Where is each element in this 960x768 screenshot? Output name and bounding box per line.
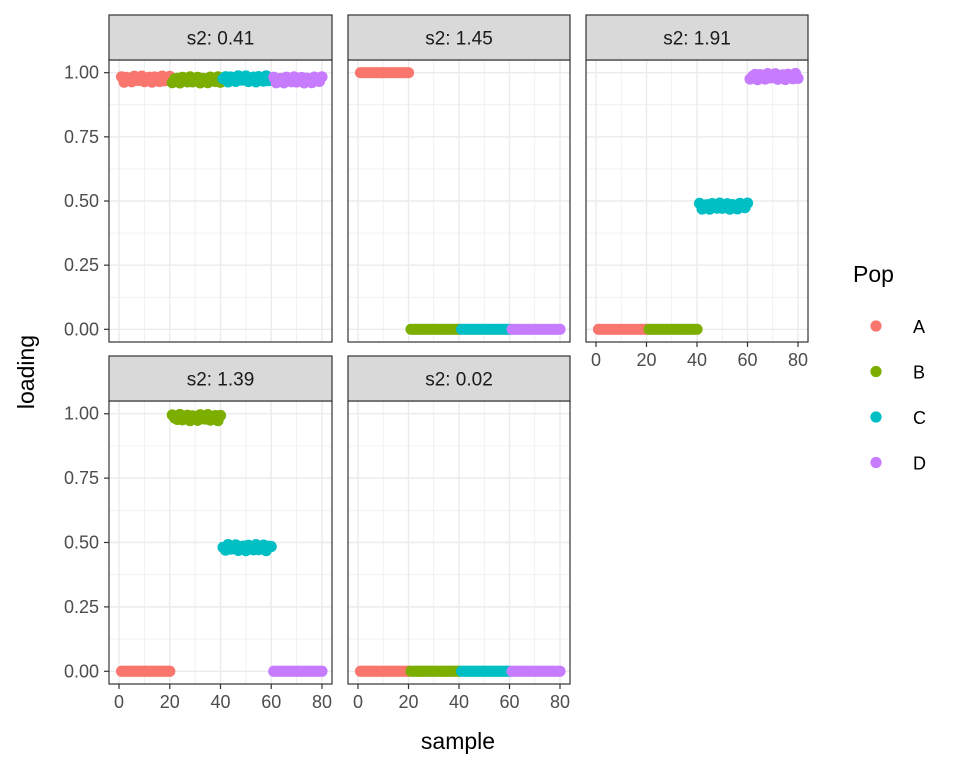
legend: Pop A B C D (853, 261, 926, 474)
y-tick-label: 0.75 (64, 127, 99, 147)
legend-label: B (913, 363, 925, 383)
strip-label: s2: 0.41 (187, 29, 255, 50)
x-tick-label: 40 (449, 692, 469, 712)
legend-label: A (913, 317, 925, 337)
strip-background (585, 14, 809, 61)
y-tick-label: 0.25 (64, 597, 99, 617)
data-point-D (316, 71, 328, 83)
y-tick-label: 0.00 (64, 661, 99, 681)
x-axis-title: sample (421, 728, 495, 754)
legend-title: Pop (853, 261, 894, 287)
gridlines (109, 60, 332, 342)
x-tick-label: 0 (591, 350, 601, 370)
x-tick-label: 80 (788, 350, 808, 370)
x-tick-label: 0 (114, 692, 124, 712)
facet-panel: s2: 1.91 0 20 40 60 80 (585, 14, 809, 370)
panels: s2: 0.41 0.00 0.25 0.50 0.75 1.00 s2: 1.45 s2: … (64, 14, 809, 712)
x-tick-label: 80 (312, 692, 332, 712)
y-tick-label: 0.25 (64, 255, 99, 275)
y-tick-label: 0.00 (64, 319, 99, 339)
legend-label: D (913, 454, 926, 474)
facet-panel: s2: 0.41 0.00 0.25 0.50 0.75 1.00 (64, 14, 333, 343)
facet-panel: s2: 1.45 (347, 14, 571, 343)
x-tick-label: 40 (687, 350, 707, 370)
x-tick-label: 60 (737, 350, 757, 370)
x-tick-label: 20 (636, 350, 656, 370)
x-tick-label: 20 (398, 692, 418, 712)
strip-background (347, 355, 571, 402)
legend-key-D (870, 456, 882, 469)
strip-label: s2: 0.02 (425, 370, 493, 391)
strip-label: s2: 1.91 (663, 29, 731, 50)
facet-panel: s2: 1.39 0.00 0.25 0.50 0.75 1.00 0 20 40 60 80 (64, 355, 333, 712)
x-tick-label: 80 (550, 692, 570, 712)
data-point-D (316, 665, 328, 677)
strip-background (108, 355, 333, 402)
legend-label: C (913, 408, 926, 428)
x-tick-label: 0 (353, 692, 363, 712)
data-point-D (792, 72, 804, 84)
x-tick-label: 40 (210, 692, 230, 712)
data-point-B (214, 409, 227, 422)
gridlines (348, 60, 570, 342)
data-point-C (741, 197, 754, 209)
x-tick-label: 60 (261, 692, 281, 712)
data-point-A (164, 665, 176, 677)
legend-key-B (870, 365, 882, 378)
legend-key-A (870, 320, 882, 332)
x-tick-label: 60 (499, 692, 519, 712)
data-point-B (691, 323, 703, 335)
y-tick-label: 0.75 (64, 468, 99, 488)
y-tick-label: 0.50 (64, 533, 99, 553)
data-point-D (554, 323, 566, 335)
data-point-D (554, 665, 566, 677)
y-tick-label: 1.00 (64, 63, 99, 83)
y-tick-label: 1.00 (64, 404, 99, 424)
data-point-C (265, 540, 277, 553)
y-axis-title: loading (13, 335, 39, 409)
data-point-A (402, 67, 415, 79)
y-tick-label: 0.50 (64, 191, 99, 211)
legend-key-C (870, 411, 882, 423)
strip-background (347, 14, 571, 61)
facet-panel: s2: 0.02 0 20 40 60 80 (347, 355, 571, 712)
strip-label: s2: 1.39 (187, 370, 255, 391)
x-tick-label: 20 (160, 692, 180, 712)
strip-label: s2: 1.45 (425, 29, 493, 50)
strip-background (108, 14, 333, 61)
